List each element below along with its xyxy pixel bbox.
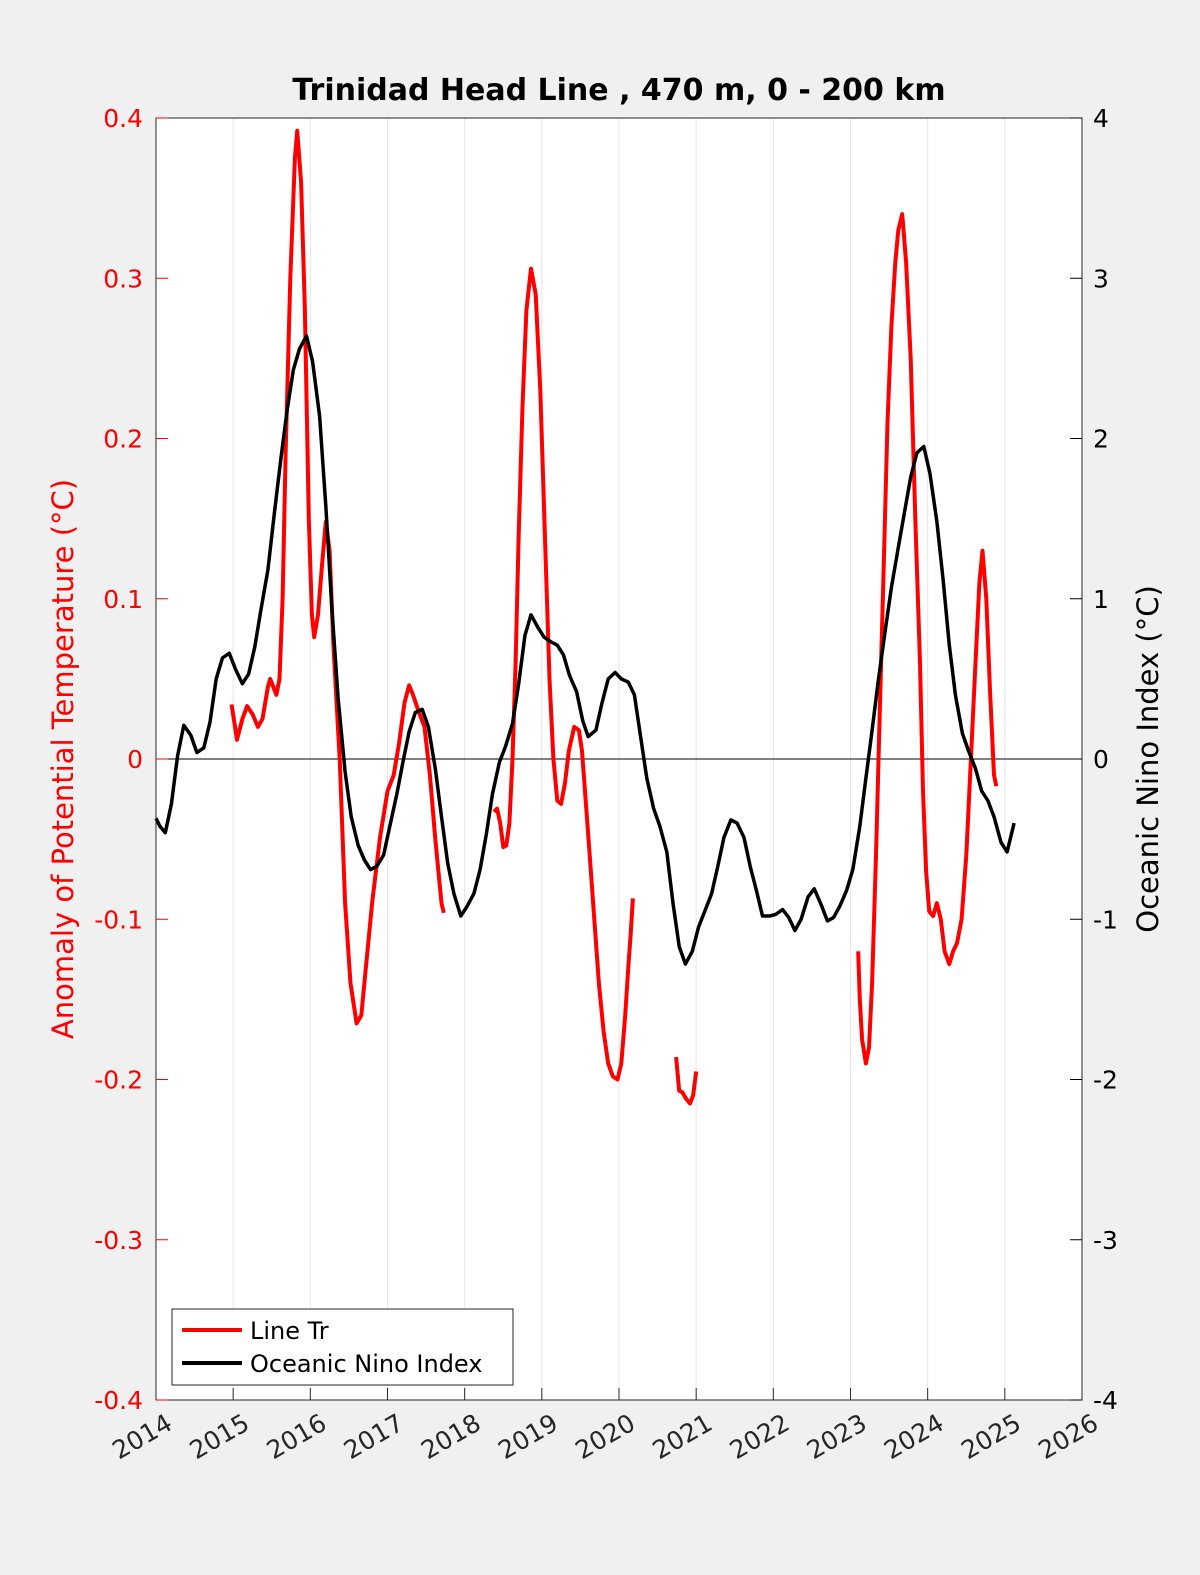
series-line-tr-segment-4 bbox=[856, 212, 999, 1066]
series-lines bbox=[154, 128, 1016, 1106]
series-oni-segment-1 bbox=[154, 334, 1016, 966]
right-tick-label: -3 bbox=[1093, 1226, 1118, 1255]
left-tick-label: -0.3 bbox=[94, 1226, 143, 1255]
left-tick-label: 0.4 bbox=[103, 104, 143, 133]
left-tick-label: 0.1 bbox=[103, 585, 143, 614]
right-axis-label: Oceanic Nino Index (°C) bbox=[1131, 585, 1165, 933]
series-line-tr-segment-1 bbox=[229, 128, 446, 1026]
series-line-tr-segment-2 bbox=[492, 266, 635, 1082]
right-tick-label: -2 bbox=[1093, 1066, 1118, 1095]
legend-box bbox=[171, 1308, 514, 1386]
series-line-tr-segment-3 bbox=[674, 1056, 699, 1106]
left-tick-label: 0.2 bbox=[103, 425, 143, 454]
chart-title: Trinidad Head Line , 470 m, 0 - 200 km bbox=[292, 73, 945, 108]
right-tick-label: 2 bbox=[1093, 425, 1109, 454]
right-tick-label: -1 bbox=[1093, 905, 1118, 934]
right-tick-label: 1 bbox=[1093, 585, 1109, 614]
right-tick-label: -4 bbox=[1093, 1386, 1118, 1415]
legend-label-oni: Oceanic Nino Index bbox=[250, 1350, 482, 1378]
left-tick-label: 0.3 bbox=[103, 264, 143, 293]
left-tick-label: -0.4 bbox=[94, 1386, 143, 1415]
right-y-axis: 4 3 2 1 0 -1 -2 -3 -4 bbox=[1070, 104, 1118, 1415]
left-tick-label: -0.2 bbox=[94, 1066, 143, 1095]
legend: Line Tr Oceanic Nino Index bbox=[171, 1308, 514, 1386]
left-axis-label: Anomaly of Potential Temperature (°C) bbox=[46, 479, 80, 1039]
left-tick-label: 0 bbox=[127, 745, 143, 774]
left-y-axis: 0.4 0.3 0.2 0.1 0 -0.1 -0.2 -0.3 -0.4 bbox=[94, 104, 168, 1415]
left-tick-label: -0.1 bbox=[94, 905, 143, 934]
right-tick-label: 0 bbox=[1093, 745, 1109, 774]
right-tick-label: 4 bbox=[1093, 104, 1109, 133]
right-tick-label: 3 bbox=[1093, 264, 1109, 293]
legend-label-line-tr: Line Tr bbox=[250, 1317, 329, 1345]
